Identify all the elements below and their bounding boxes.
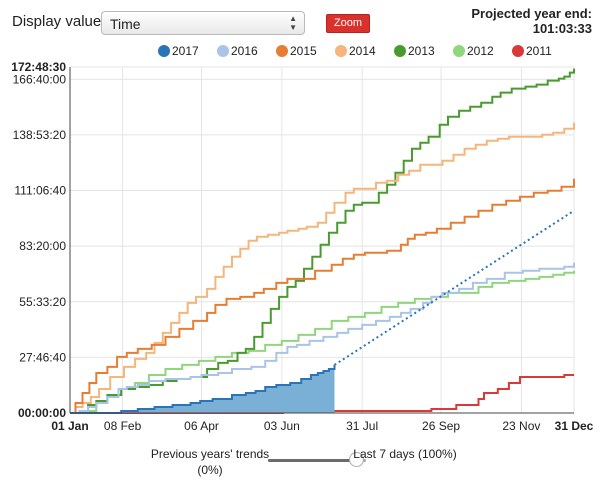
series-2012-line — [70, 270, 575, 414]
legend-label-2014: 2014 — [349, 44, 376, 58]
slider-fill — [268, 459, 357, 462]
select-arrows-icon: ▲ ▼ — [289, 14, 297, 32]
legend-marker-2011 — [512, 45, 524, 57]
y-tick-label: 00:00:00 — [18, 406, 66, 420]
chart-series — [70, 68, 575, 414]
x-tick-label: 31 Jul — [346, 419, 378, 433]
legend-label-2011: 2011 — [526, 44, 552, 58]
legend-item-2017[interactable]: 2017 — [158, 44, 199, 58]
x-tick-label: 31 Dec — [555, 419, 594, 433]
legend-item-2014[interactable]: 2014 — [335, 44, 376, 58]
legend-marker-2017 — [158, 45, 170, 57]
x-tick-label: 26 Sep — [422, 419, 460, 433]
x-tick-label: 08 Feb — [104, 419, 142, 433]
chart-grid — [69, 66, 575, 414]
series-2017-area — [70, 364, 335, 413]
series-2013-line — [70, 68, 575, 414]
series-projection-line — [333, 209, 575, 366]
series-2014-line — [70, 122, 575, 414]
y-tick-label: 166:40:00 — [13, 72, 67, 86]
y-tick-label: 111:06:40 — [14, 184, 66, 198]
legend-label-2013: 2013 — [408, 44, 435, 58]
legend-item-2016[interactable]: 2016 — [217, 44, 258, 58]
x-tick-label: 01 Jan — [51, 419, 88, 433]
legend-label-2017: 2017 — [172, 44, 199, 58]
y-tick-label: 138:53:20 — [13, 128, 67, 142]
slider-thumb[interactable] — [349, 452, 365, 467]
legend-marker-2015 — [276, 45, 288, 57]
cumulative-time-chart: 2017 2016 2015 2014 2013 2012 2011 00:00:00 27:… — [11, 44, 593, 433]
display-value-select[interactable]: Time ▲ ▼ — [101, 11, 305, 35]
legend-marker-2014 — [335, 45, 347, 57]
series-2017-line — [70, 364, 336, 414]
legend-marker-2013 — [394, 45, 406, 57]
chart-axes: 00:00:00 27:46:40 55:33:20 83:20:00 111:06:4… — [11, 60, 593, 433]
zoom-button[interactable]: Zoom — [326, 14, 370, 33]
legend-marker-2012 — [453, 45, 465, 57]
projected-year-end-label: Projected year end: — [471, 6, 592, 21]
legend-label-2015: 2015 — [290, 44, 317, 58]
y-tick-label: 172:48:30 — [11, 60, 66, 74]
trend-weight-slider-area: Previous years' trends (0%) Last 7 days … — [0, 444, 604, 487]
series-2016-line — [70, 262, 575, 414]
legend-label-2012: 2012 — [467, 44, 494, 58]
x-tick-label: 06 Apr — [184, 419, 219, 433]
series-2011-line — [70, 374, 574, 414]
y-tick-label: 55:33:20 — [19, 295, 66, 309]
legend-item-2011[interactable]: 2011 — [512, 44, 552, 58]
legend-marker-2016 — [217, 45, 229, 57]
series-2015-line — [70, 178, 575, 414]
trend-weight-slider[interactable] — [268, 452, 366, 467]
y-tick-label: 27:46:40 — [19, 350, 66, 364]
legend-item-2015[interactable]: 2015 — [276, 44, 317, 58]
legend-item-2013[interactable]: 2013 — [394, 44, 435, 58]
legend-label-2016: 2016 — [231, 44, 258, 58]
display-value-selected: Time — [110, 16, 141, 32]
legend-item-2012[interactable]: 2012 — [453, 44, 494, 58]
x-tick-label: 03 Jun — [264, 419, 300, 433]
slider-right-label: Last 7 days (100%) — [353, 447, 457, 461]
chart-legend: 2017 2016 2015 2014 2013 2012 2011 — [158, 44, 552, 58]
display-value-label: Display value: — [12, 13, 106, 30]
projected-year-end-value: 101:03:33 — [532, 21, 592, 36]
slider-left-label: Previous years' trends (0%) — [150, 447, 270, 477]
toolbar: Display value: Time ▲ ▼ Zoom Projected ye… — [0, 0, 604, 44]
y-tick-label: 83:20:00 — [19, 239, 66, 253]
x-tick-label: 23 Nov — [502, 419, 540, 433]
